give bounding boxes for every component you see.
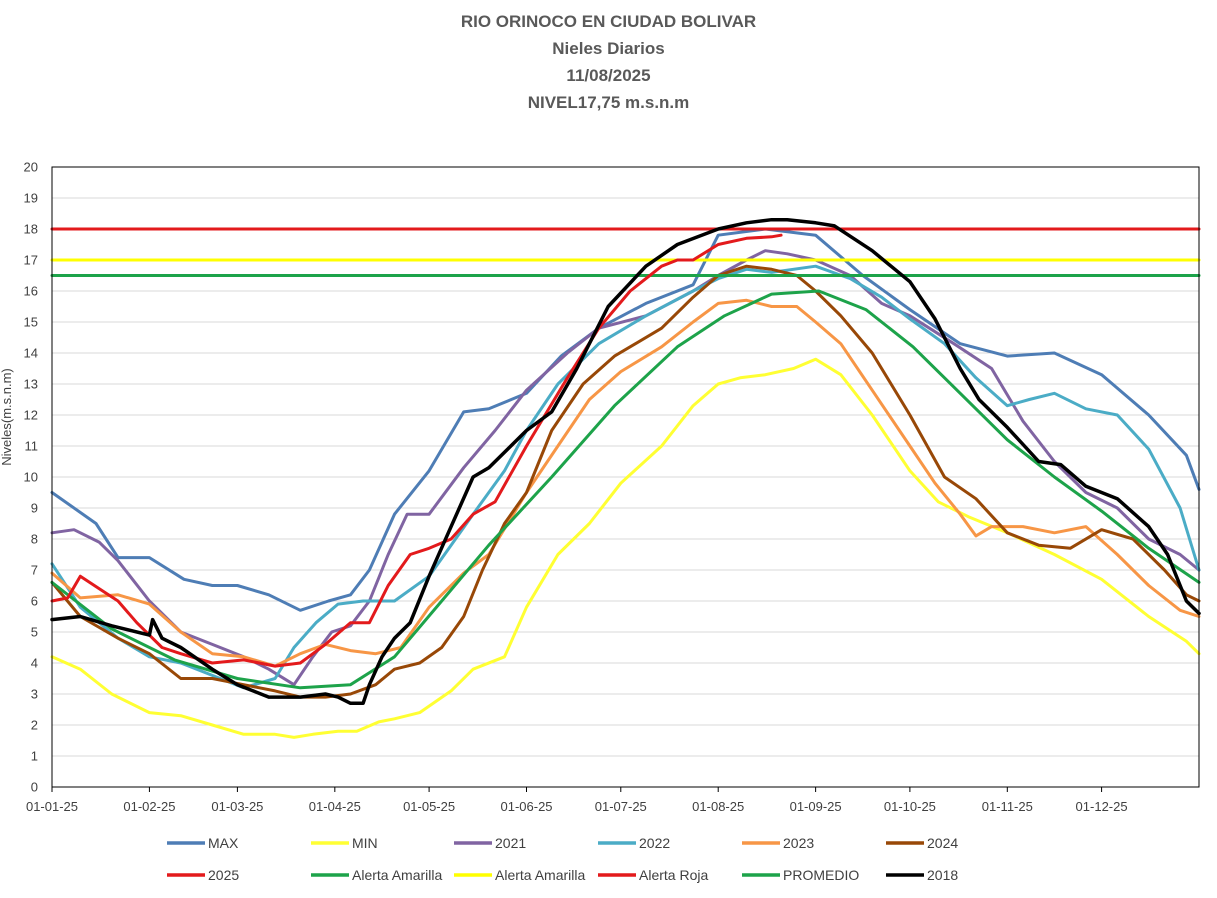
chart-current-level: NIVEL17,75 m.s.n.m	[527, 93, 690, 112]
x-tick-label: 01-01-25	[26, 799, 78, 814]
series-line-5	[50, 264, 1201, 699]
x-tick-label: 01-03-25	[211, 799, 263, 814]
series-line-0	[50, 227, 1201, 612]
y-tick-label: 14	[24, 346, 38, 361]
y-tick-label: 0	[31, 780, 38, 795]
chart-subtitle: Nieles Diarios	[552, 39, 665, 58]
legend-label: Alerta Amarilla	[495, 867, 585, 883]
plot-area-border	[51, 166, 1200, 788]
chart-title: RIO ORINOCO EN CIUDAD BOLIVAR	[460, 12, 757, 31]
x-tick-label: 01-06-25	[500, 799, 552, 814]
legend: MAX MIN 2021 2022 2023 2024 2025 Alerta Amarill…	[167, 835, 958, 883]
y-tick-label: 8	[31, 532, 38, 547]
series-line-10	[50, 289, 1201, 690]
series-line-11	[50, 217, 1201, 706]
chart-date: 11/08/2025	[566, 66, 651, 85]
legend-label: 2018	[927, 867, 958, 883]
y-tick-label: 5	[31, 625, 38, 640]
legend-label: 2022	[639, 835, 670, 851]
legend-label: 2024	[927, 835, 958, 851]
x-axis-ticks: 01-01-25 01-02-25 01-03-25 01-04-25 01-05-25…	[26, 787, 1128, 814]
y-axis-label: Niveles(m.s.n.m)	[0, 368, 14, 466]
y-tick-label: 18	[24, 222, 38, 237]
legend-label: PROMEDIO	[783, 867, 859, 883]
x-tick-label: 01-07-25	[595, 799, 647, 814]
y-tick-label: 10	[24, 470, 38, 485]
series-line-2	[50, 249, 1201, 687]
legend-label: Alerta Roja	[639, 867, 708, 883]
series-lines	[50, 217, 1201, 739]
x-tick-label: 01-08-25	[692, 799, 744, 814]
y-tick-label: 19	[24, 191, 38, 206]
y-tick-label: 9	[31, 501, 38, 516]
legend-label: 2025	[208, 867, 239, 883]
y-tick-label: 7	[31, 563, 38, 578]
y-tick-label: 1	[31, 749, 38, 764]
series-line-6	[50, 233, 783, 668]
x-tick-label: 01-10-25	[884, 799, 936, 814]
series-line-1	[50, 357, 1201, 739]
y-tick-label: 2	[31, 718, 38, 733]
x-tick-label: 01-04-25	[309, 799, 361, 814]
y-tick-label: 3	[31, 687, 38, 702]
y-tick-label: 20	[24, 160, 38, 175]
x-tick-label: 01-09-25	[790, 799, 842, 814]
x-tick-label: 01-12-25	[1076, 799, 1128, 814]
y-tick-label: 15	[24, 315, 38, 330]
legend-label: MAX	[208, 835, 239, 851]
y-tick-label: 11	[25, 439, 39, 454]
x-tick-label: 01-02-25	[123, 799, 175, 814]
y-tick-label: 4	[31, 656, 38, 671]
x-tick-label: 01-11-25	[982, 799, 1033, 814]
y-tick-label: 13	[24, 377, 38, 392]
legend-label: MIN	[352, 835, 378, 851]
legend-label: 2023	[783, 835, 814, 851]
y-tick-label: 6	[31, 594, 38, 609]
y-tick-label: 16	[24, 284, 38, 299]
legend-label: Alerta Amarilla	[352, 867, 442, 883]
chart-title-block: RIO ORINOCO EN CIUDAD BOLIVAR Nieles Dia…	[0, 8, 1217, 116]
x-tick-label: 01-05-25	[403, 799, 455, 814]
legend-label: 2021	[495, 835, 526, 851]
series-line-3	[50, 264, 1201, 690]
y-tick-label: 17	[24, 253, 38, 268]
y-tick-label: 12	[24, 408, 38, 423]
